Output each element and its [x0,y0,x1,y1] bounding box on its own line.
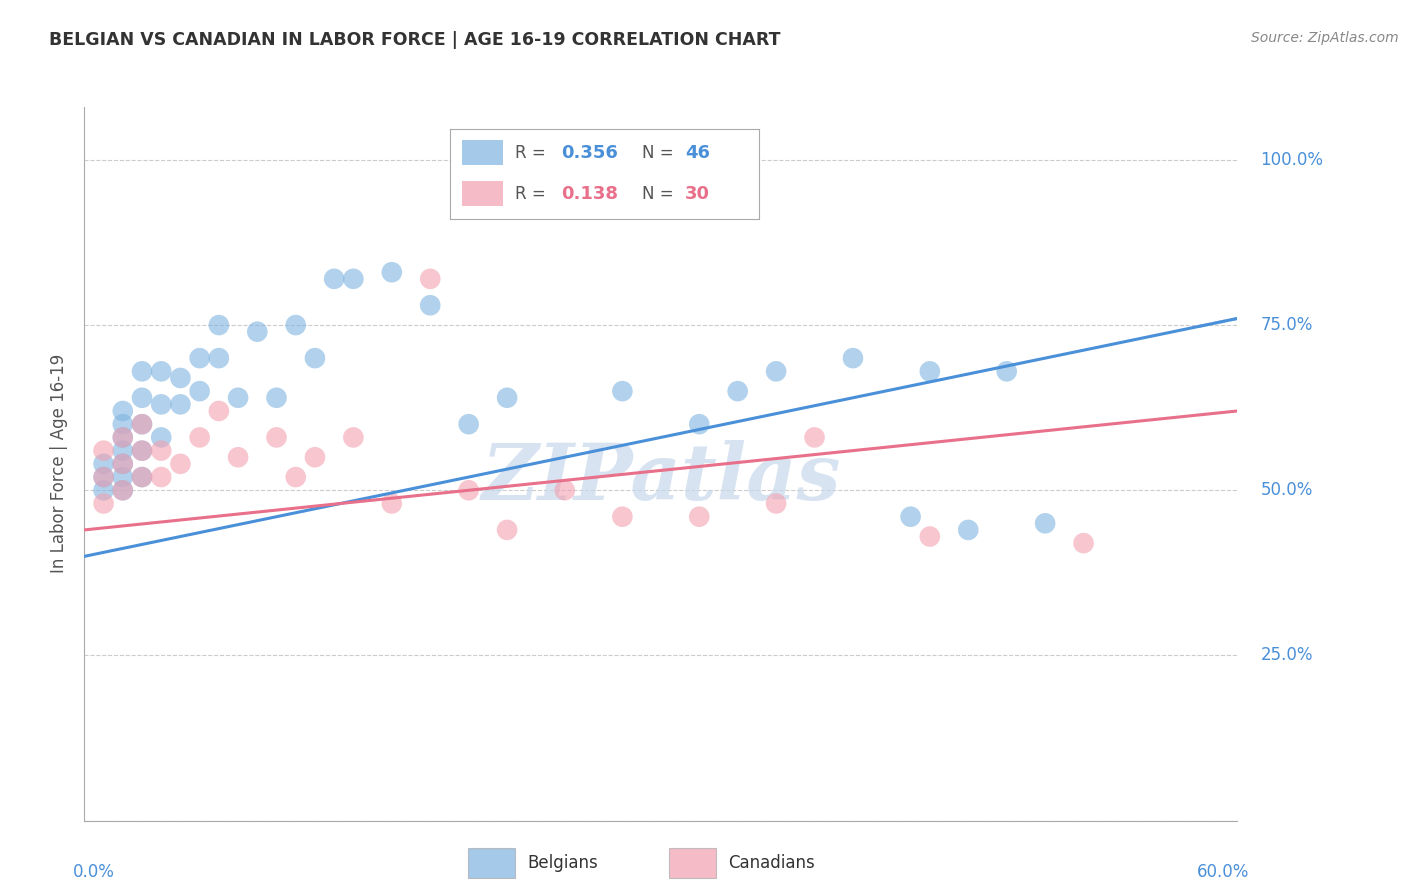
Text: 0.138: 0.138 [561,185,619,202]
Point [131,443,153,458]
Text: Canadians: Canadians [728,854,814,872]
Point [284,470,307,484]
Text: 0.0%: 0.0% [73,863,115,881]
Point [131,417,153,432]
Text: R =: R = [515,185,546,202]
Text: 0.356: 0.356 [561,144,619,161]
Point [496,523,519,537]
Point [131,364,153,378]
Text: 25.0%: 25.0% [1260,647,1313,665]
Point [188,430,211,444]
Point [688,417,710,432]
Point [842,351,865,365]
Point [419,272,441,286]
Point [226,450,249,465]
Point [111,470,134,484]
Point [496,391,519,405]
Point [131,470,153,484]
Point [111,457,134,471]
Text: N =: N = [641,144,673,161]
Point [150,470,173,484]
Point [111,430,134,444]
Point [266,391,288,405]
Text: Belgians: Belgians [527,854,598,872]
Point [803,430,825,444]
Point [208,351,231,365]
Point [727,384,749,399]
Point [342,272,364,286]
Point [457,483,479,498]
Point [900,509,922,524]
Point [131,391,153,405]
Point [93,470,115,484]
Point [169,397,191,411]
Point [381,265,404,279]
Point [188,351,211,365]
Point [169,371,191,385]
Text: 30: 30 [685,185,710,202]
Point [226,391,249,405]
Point [111,483,134,498]
Point [765,496,787,510]
Point [131,417,153,432]
Point [111,443,134,458]
Point [457,417,479,432]
Point [208,318,231,332]
Point [918,529,941,543]
Point [188,384,211,399]
Point [131,470,153,484]
Point [111,417,134,432]
Point [208,404,231,418]
Point [131,443,153,458]
Point [93,457,115,471]
Point [304,351,326,365]
Text: 100.0%: 100.0% [1260,151,1323,169]
Point [284,318,307,332]
Text: BELGIAN VS CANADIAN IN LABOR FORCE | AGE 16-19 CORRELATION CHART: BELGIAN VS CANADIAN IN LABOR FORCE | AGE… [49,31,780,49]
Text: 75.0%: 75.0% [1260,316,1313,334]
Y-axis label: In Labor Force | Age 16-19: In Labor Force | Age 16-19 [51,354,69,574]
Point [918,364,941,378]
Point [150,364,173,378]
Text: 60.0%: 60.0% [1197,863,1249,881]
Point [246,325,269,339]
FancyBboxPatch shape [463,181,502,206]
Point [1033,516,1056,531]
Point [304,450,326,465]
Point [111,404,134,418]
Text: ZIPatlas: ZIPatlas [481,440,841,516]
FancyBboxPatch shape [463,140,502,165]
Text: 46: 46 [685,144,710,161]
Point [111,483,134,498]
Point [419,298,441,312]
Text: N =: N = [641,185,673,202]
Point [381,496,404,510]
Point [93,443,115,458]
FancyBboxPatch shape [669,848,716,878]
Point [688,509,710,524]
Point [323,272,346,286]
Point [169,457,191,471]
Point [957,523,980,537]
Point [342,430,364,444]
Point [93,496,115,510]
Point [111,457,134,471]
Point [1073,536,1095,550]
Text: Source: ZipAtlas.com: Source: ZipAtlas.com [1251,31,1399,45]
Point [150,443,173,458]
Point [995,364,1018,378]
Point [111,430,134,444]
Point [612,509,634,524]
Point [150,397,173,411]
Point [150,430,173,444]
FancyBboxPatch shape [468,848,515,878]
Text: 50.0%: 50.0% [1260,482,1313,500]
Point [93,483,115,498]
Point [554,483,576,498]
Point [266,430,288,444]
Point [765,364,787,378]
Point [612,384,634,399]
Point [93,470,115,484]
Text: R =: R = [515,144,546,161]
